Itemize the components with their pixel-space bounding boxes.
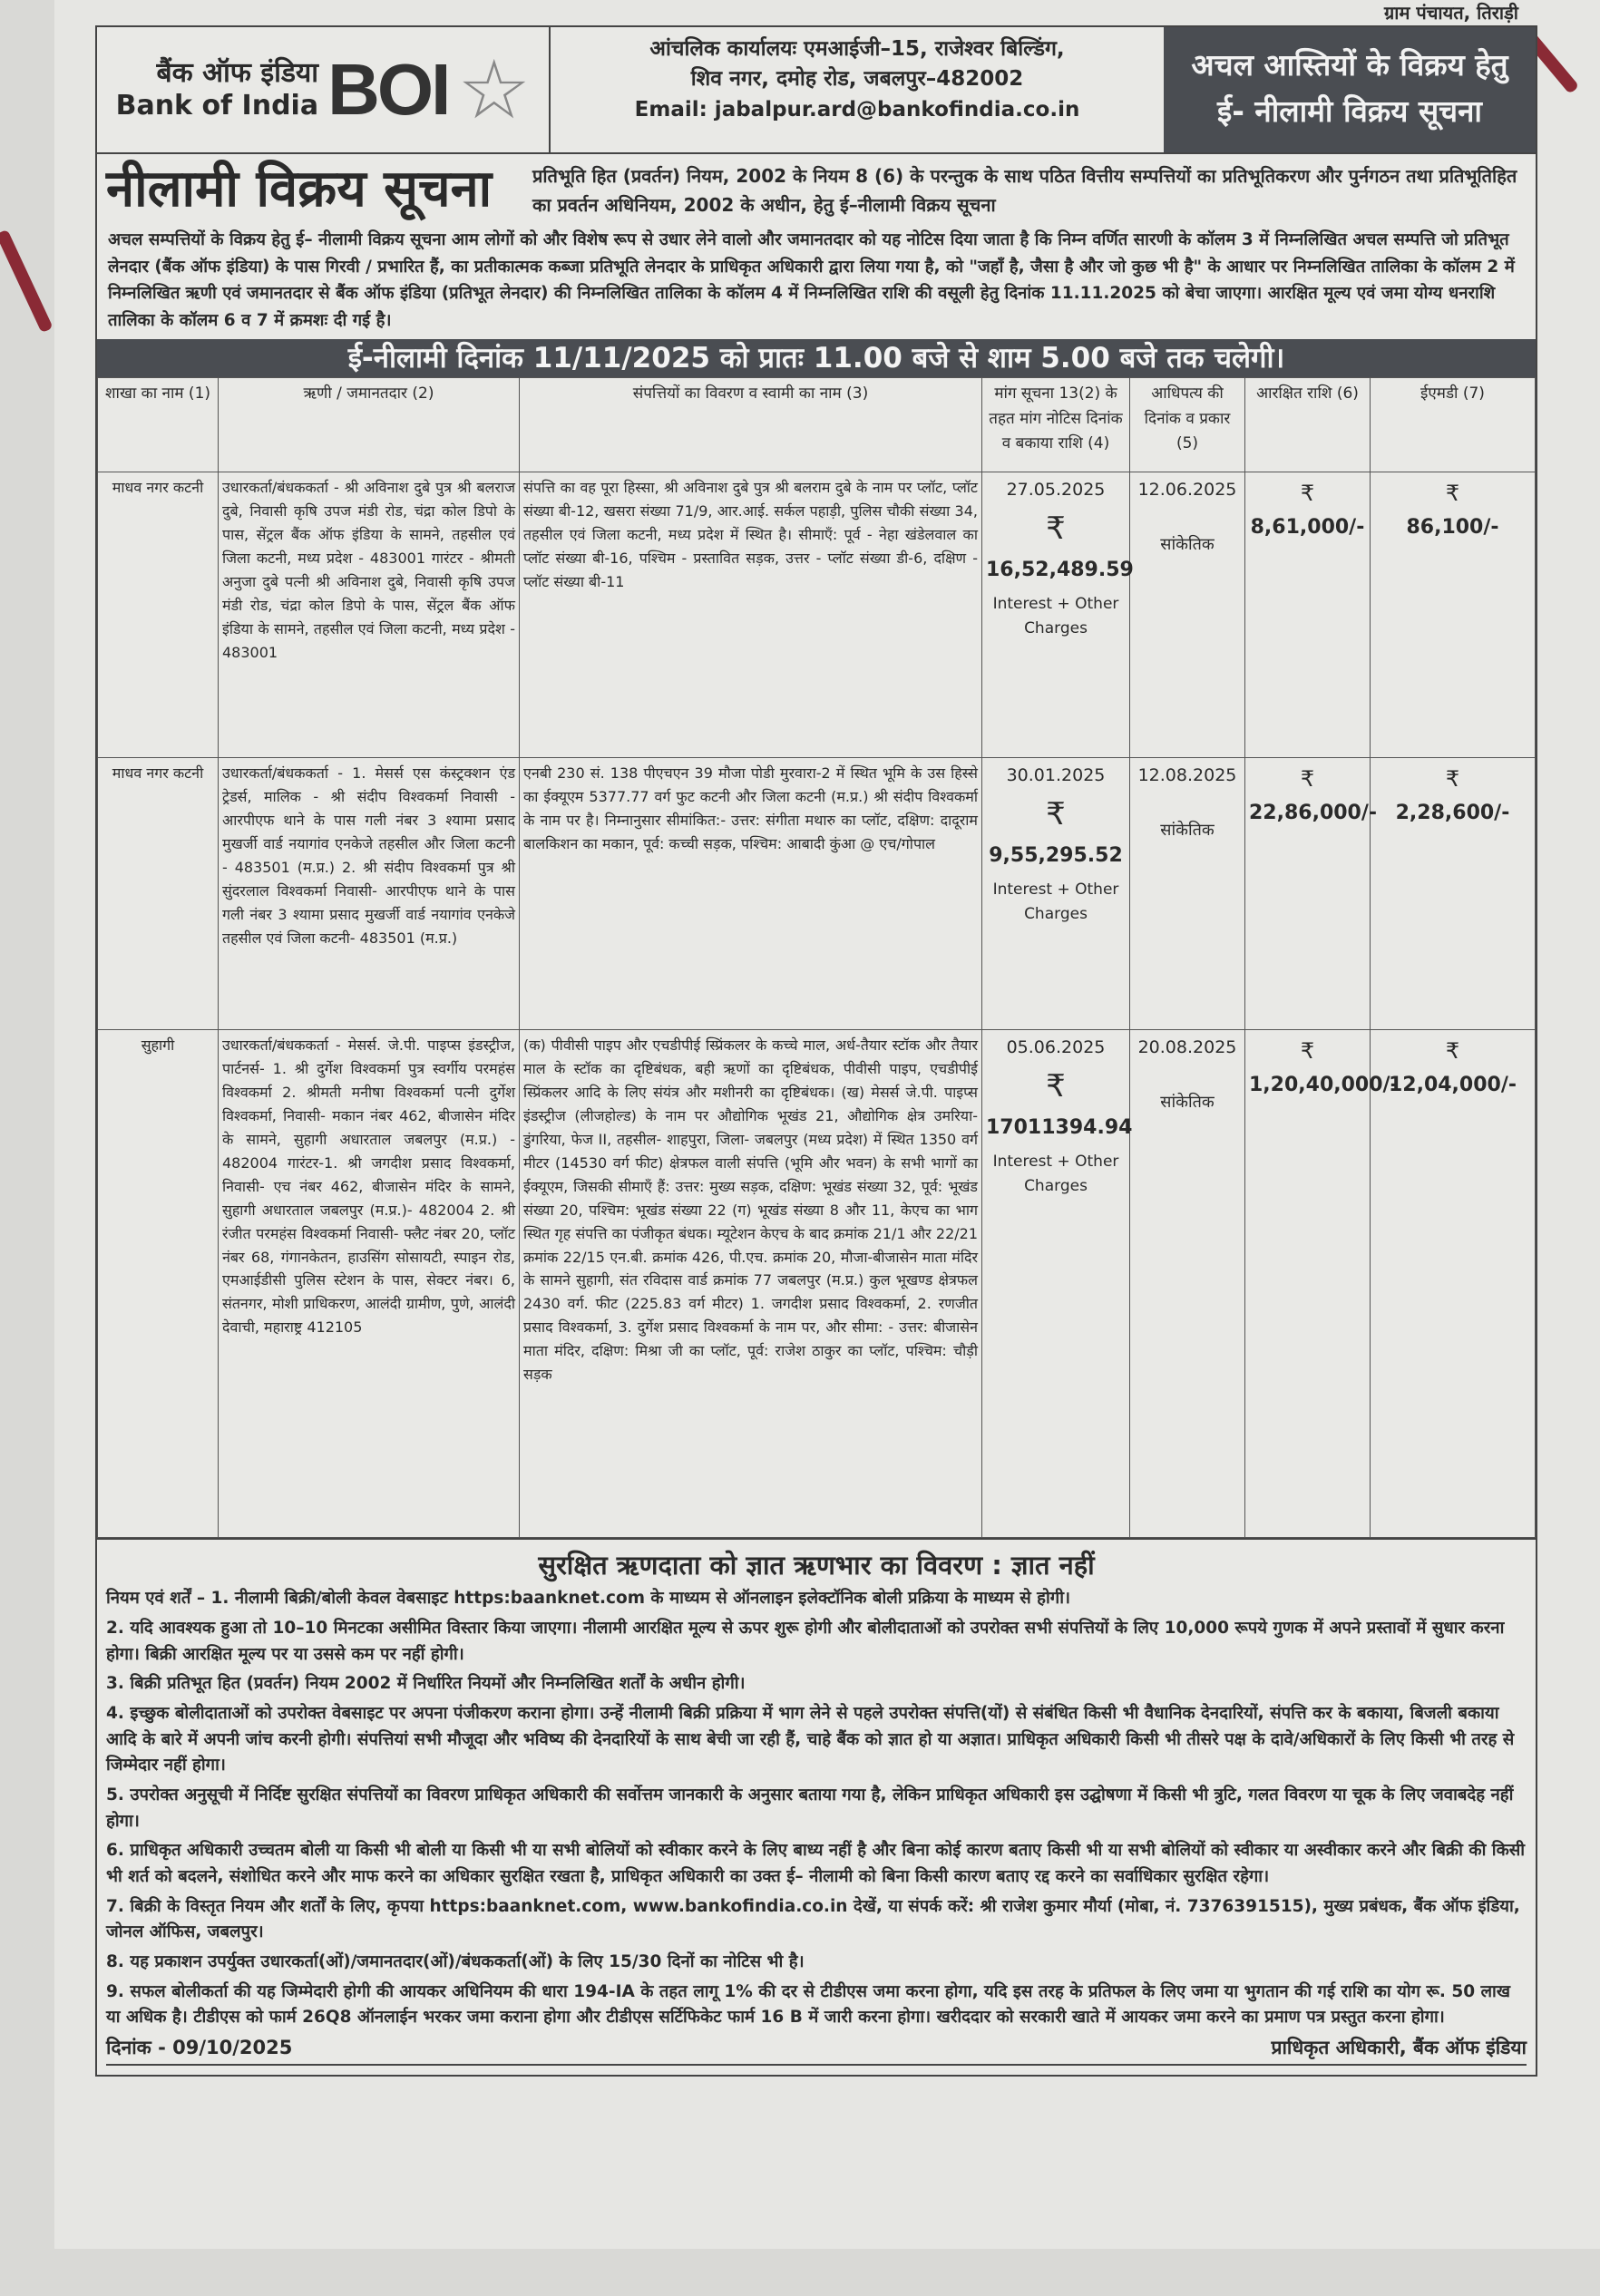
address-line: शिव नगर, दमोह रोड, जबलपुर–482002 — [690, 67, 1024, 92]
reserve-cell: ₹1,20,40,000/- — [1244, 1029, 1399, 1539]
demand-date: 05.06.2025 — [1006, 1037, 1106, 1058]
intro-paragraph: अचल सम्पत्तियों के विक्रय हेतु ई– नीलामी… — [108, 230, 1515, 330]
term-item: 6. प्राधिकृत अधिकारी उच्चतम बोली या किसी… — [106, 1841, 1526, 1887]
emd-cell: ₹2,28,600/- — [1370, 757, 1536, 1031]
property-table: शाखा का नाम (1) ऋणी / जमानतदार (2) संपत्ति… — [97, 377, 1536, 1539]
notice-date: दिनांक - 09/10/2025 — [106, 2037, 293, 2059]
demand-cell: 30.01.2025 ₹9,55,295.52 Interest + Other C… — [981, 757, 1130, 1031]
term-item: नियम एवं शर्तें – 1. नीलामी बिक्री/बोली … — [106, 1589, 1071, 1609]
reserve-cell: ₹8,61,000/- — [1244, 472, 1371, 759]
possession-date: 12.06.2025 — [1137, 480, 1237, 501]
reserve-price: 22,86,000/- — [1249, 802, 1378, 825]
notice-header: बैंक ऑफ इंडिया Bank of India BOI ☆ आंचलिक… — [97, 27, 1536, 154]
possession-date: 12.08.2025 — [1137, 765, 1237, 786]
borrower-cell: उधारकर्ता/बंधककर्ता - श्री अविनाश दुबे प… — [218, 472, 520, 759]
column-header: ईएमडी (7) — [1370, 377, 1536, 473]
possession-date: 20.08.2025 — [1137, 1037, 1237, 1058]
table-row: माधव नगर कटनी उधारकर्ता/बंधककर्ता - श्री… — [97, 472, 1536, 759]
property-cell: संपत्ति का वह पूरा हिस्सा, श्री अविनाश द… — [519, 472, 982, 759]
branch-cell: माधव नगर कटनी — [97, 472, 219, 759]
term-item: 7. बिक्री के विस्तृत नियम और शर्तों के ल… — [106, 1896, 1520, 1942]
column-header: मांग सूचना 13(2) के तहत मांग नोटिस दिनां… — [981, 377, 1130, 473]
rupee-icon: ₹ — [1445, 766, 1460, 793]
term-item: 4. इच्छुक बोलीदाताओं को उपरोक्त वेबसाइट … — [106, 1704, 1515, 1776]
terms-section: सुरक्षित ऋणदाता को ज्ञात ऋणभार का विवरण … — [97, 1538, 1536, 2075]
reserve-cell: ₹22,86,000/- — [1244, 757, 1378, 1031]
term-item: 9. सफल बोलीकर्ता की यह जिम्मेदारी होगी क… — [106, 1981, 1510, 2028]
box-title-line: अचल आस्तियों के विक्रय हेतु — [1191, 47, 1508, 83]
star-icon: ☆ — [457, 42, 531, 138]
emd-amount: 12,04,000/- — [1388, 1074, 1517, 1097]
branch-cell: माधव नगर कटनी — [97, 757, 219, 1031]
demand-amount: 9,55,295.52 — [989, 844, 1123, 868]
logo-mark: BOI — [327, 49, 451, 130]
column-header: शाखा का नाम (1) — [97, 377, 219, 473]
office-address: आंचलिक कार्यालयः एमआईजी–15, राजेश्वर बिल… — [551, 27, 1164, 152]
top-strip-text: ग्राम पंचायत, तिराड़ी — [1383, 2, 1518, 24]
term-item: 2. यदि आवश्यक हुआ तो 10–10 मिनटका असीमित… — [106, 1619, 1505, 1664]
borrower-cell: उधारकर्ता/बंधककर्ता - मेसर्स. जे.पी. पाइ… — [218, 1029, 520, 1539]
email: Email: jabalpur.ard@bankofindia.co.in — [634, 97, 1080, 122]
emd-cell: ₹86,100/- — [1370, 472, 1536, 759]
logo-hindi: बैंक ऑफ इंडिया — [156, 57, 319, 89]
subtitle: प्रतिभूति हित (प्रवर्तन) नियम, 2002 के न… — [532, 165, 1517, 216]
term-item: 3. बिक्री प्रतिभूत हित (प्रवर्तन) नियम 2… — [106, 1674, 746, 1694]
emd-cell: ₹12,04,000/- — [1370, 1029, 1536, 1539]
demand-date: 30.01.2025 — [1006, 765, 1106, 786]
demand-cell: 27.05.2025 ₹16,52,489.59 Interest + Other … — [981, 472, 1134, 759]
table-row: सुहागी उधारकर्ता/बंधककर्ता - मेसर्स. जे.… — [97, 1029, 1536, 1539]
column-header: ऋणी / जमानतदार (2) — [218, 377, 520, 473]
property-cell: एनबी 230 सं. 138 पीएचएन 39 मौजा पोडी मुर… — [519, 757, 982, 1031]
term-item: 5. उपरोक्त अनुसूची में निर्दिष्ट सुरक्षि… — [106, 1785, 1514, 1831]
bank-logo: बैंक ऑफ इंडिया Bank of India BOI ☆ — [97, 27, 551, 152]
term-item: 8. यह प्रकाशन उपर्युक्त उधारकर्ता(ओं)/जम… — [106, 1952, 805, 1972]
column-header: आरक्षित राशि (6) — [1244, 377, 1371, 473]
demand-amount: 16,52,489.59 — [986, 559, 1134, 582]
interest-note: Interest + Other Charges — [992, 880, 1119, 924]
emd-amount: 2,28,600/- — [1395, 802, 1510, 825]
rupee-icon: ₹ — [1046, 511, 1066, 548]
red-mark — [0, 229, 54, 334]
auction-notice: बैंक ऑफ इंडिया Bank of India BOI ☆ आंचलिक… — [95, 25, 1537, 2077]
demand-cell: 05.06.2025 ₹17011394.94 Interest + Other C… — [981, 1029, 1133, 1539]
possession-cell: 12.06.2025 सांकेतिक — [1129, 472, 1245, 759]
rupee-icon: ₹ — [1046, 1068, 1066, 1105]
emd-amount: 86,100/- — [1406, 516, 1499, 540]
interest-note: Interest + Other Charges — [992, 1152, 1119, 1196]
possession-type: सांकेतिक — [1160, 1093, 1215, 1113]
table-header: शाखा का नाम (1) ऋणी / जमानतदार (2) संपत्ति… — [97, 377, 1536, 473]
reserve-price: 8,61,000/- — [1250, 516, 1365, 540]
rupee-icon: ₹ — [1300, 1038, 1315, 1065]
demand-date: 27.05.2025 — [1006, 480, 1106, 501]
rupee-icon: ₹ — [1300, 481, 1315, 507]
box-title-line: ई- नीलामी विक्रय सूचना — [1217, 93, 1482, 130]
branch-cell: सुहागी — [97, 1029, 219, 1539]
address-line: आंचलिक कार्यालयः एमआईजी–15, राजेश्वर बिल… — [649, 37, 1065, 61]
reserve-price: 1,20,40,000/- — [1249, 1074, 1399, 1097]
signatory: प्राधिकृत अधिकारी, बैंक ऑफ इंडिया — [1271, 2037, 1527, 2059]
page-title: नीलामी विक्रय सूचना — [106, 160, 493, 219]
possession-cell: 20.08.2025 सांकेतिक — [1129, 1029, 1245, 1539]
possession-type: सांकेतिक — [1160, 535, 1215, 555]
demand-amount: 17011394.94 — [986, 1116, 1133, 1140]
interest-note: Interest + Other Charges — [992, 594, 1119, 638]
column-header: आधिपत्य की दिनांक व प्रकार (5) — [1129, 377, 1245, 473]
rupee-icon: ₹ — [1300, 766, 1315, 793]
property-cell: (क) पीवीसी पाइप और एचडीपीई स्प्रिंकलर के… — [519, 1029, 982, 1539]
possession-type: सांकेतिक — [1160, 821, 1215, 841]
box-title: अचल आस्तियों के विक्रय हेतु ई- नीलामी वि… — [1164, 27, 1536, 152]
column-header: संपत्तियों का विवरण व स्वामी का नाम (3) — [519, 377, 982, 473]
rupee-icon: ₹ — [1046, 796, 1066, 833]
rupee-icon: ₹ — [1445, 1038, 1460, 1065]
table-row: माधव नगर कटनी उधारकर्ता/बंधककर्ता - 1. म… — [97, 757, 1536, 1031]
logo-english: Bank of India — [115, 90, 319, 122]
rupee-icon: ₹ — [1445, 481, 1460, 507]
encumbrance-heading: सुरक्षित ऋणदाता को ज्ञात ऋणभार का विवरण … — [538, 1550, 1095, 1581]
borrower-cell: उधारकर्ता/बंधककर्ता - 1. मेसर्स एस कंस्ट… — [218, 757, 520, 1031]
possession-cell: 12.08.2025 सांकेतिक — [1129, 757, 1245, 1031]
auction-date-banner: ई-नीलामी दिनांक 11/11/2025 को प्रातः 11.… — [97, 339, 1536, 378]
